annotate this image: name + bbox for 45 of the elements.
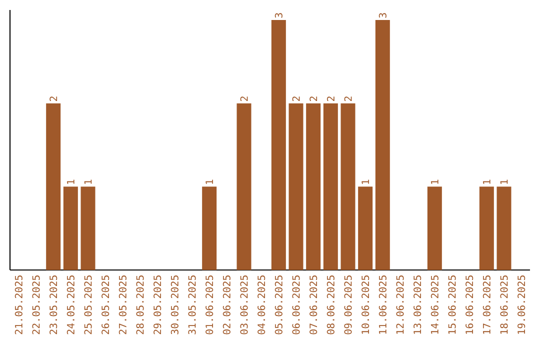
data-label: 3 [378,13,386,18]
x-tick-label: 06.06.2025 [292,276,300,334]
data-label: 1 [500,180,508,184]
x-tick-label: 13.06.2025 [414,276,422,334]
x-tick-label: 30.05.2025 [170,276,178,334]
x-tick-label: 27.05.2025 [118,276,126,334]
data-label: 3 [274,13,282,18]
x-tick-label: 02.06.2025 [222,276,230,334]
data-label: 1 [206,180,213,184]
x-tick-label: 18.06.2025 [500,276,508,334]
x-tick-label: 25.05.2025 [84,276,92,334]
x-tick-label: 07.06.2025 [310,276,318,334]
data-label: 1 [67,180,74,184]
x-tick-label: 17.06.2025 [482,276,490,334]
data-label: 2 [344,96,352,102]
x-tick-label: 01.06.2025 [206,276,214,334]
x-tick-label: 15.06.2025 [448,276,456,334]
x-tick-label: 16.06.2025 [466,276,474,334]
x-tick-label: 03.06.2025 [240,276,248,334]
x-tick-label: 11.06.2025 [378,276,386,334]
x-tick-label: 29.05.2025 [154,276,162,334]
x-tick-label: 08.06.2025 [326,276,334,334]
x-tick-label: 24.05.2025 [66,276,74,334]
data-label: 1 [431,180,438,184]
x-tick-label: 21.05.2025 [14,276,22,334]
x-tick-label: 28.05.2025 [136,276,144,334]
data-label: 2 [240,96,248,102]
data-label: 2 [310,96,318,102]
x-tick-label: 14.06.2025 [430,276,438,334]
x-tick-label: 19.06.2025 [518,276,526,334]
x-tick-label: 09.06.2025 [344,276,352,334]
data-label: 2 [292,96,300,102]
x-tick-label: 10.06.2025 [362,276,370,334]
x-tick-label: 31.05.2025 [188,276,196,334]
x-tick-label: 22.05.2025 [32,276,40,334]
data-label: 1 [84,180,92,184]
data-label: 1 [362,180,369,184]
data-label: 2 [50,96,58,102]
data-label: 1 [483,180,490,184]
x-tick-label: 05.06.2025 [274,276,282,334]
x-tick-label: 04.06.2025 [258,276,266,334]
data-label: 2 [326,96,334,102]
x-tick-label: 26.05.2025 [102,276,110,334]
x-tick-label: 23.05.2025 [50,276,58,334]
x-tick-label: 12.06.2025 [396,276,404,334]
